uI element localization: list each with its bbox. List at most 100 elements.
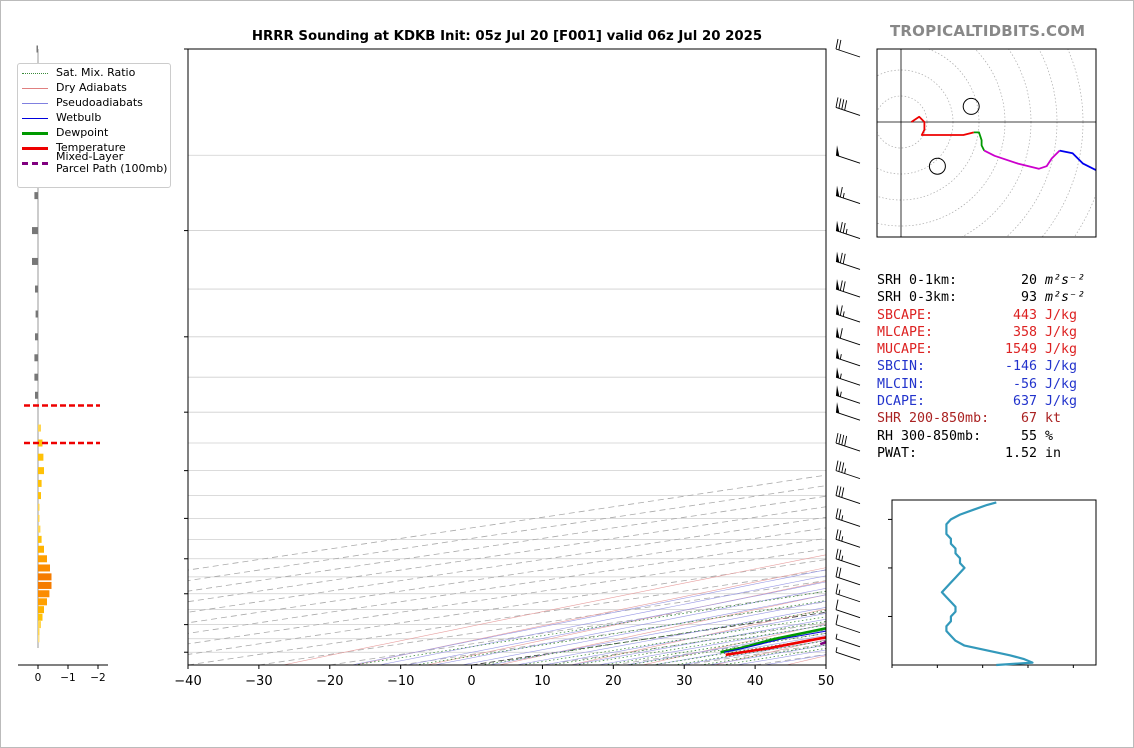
pseudoadiabat [461,651,530,665]
pseudoadiabat [543,651,615,665]
legend-item: Dewpoint [22,126,108,140]
brand-watermark: TROPICALTIDBITS.COM [890,22,1086,40]
omega-bar [38,479,42,487]
index-row: DCAPE: 637 J/kg [877,393,1085,410]
index-label: SRH 0-1km: [877,273,958,288]
mixing-ratio-line [627,632,826,665]
omega-bar [32,227,38,235]
barb-flag [836,279,840,291]
barb-full [838,39,842,51]
barb-half [835,633,838,639]
legend-swatch [22,131,48,135]
barb-half [835,647,838,653]
hodo-frame [876,48,1097,238]
pseudoadiabat [625,651,700,665]
barb-full [838,98,842,109]
wind-barb [835,485,861,505]
omega-bar [38,581,52,589]
wind-barb [835,566,861,586]
barb-full [844,435,848,446]
pseudoadiabat [415,569,826,653]
index-value: 67 [1020,411,1037,427]
barb-full [838,549,842,560]
legend-swatch [22,72,48,74]
barb-flag [836,220,840,232]
wind-barb [835,508,861,527]
wind-barb [835,402,861,421]
index-value: 358 [1012,324,1037,340]
chart-title: HRRR Sounding at KDKB Init: 05z Jul 20 [… [252,29,762,44]
index-unit: kt [1037,411,1062,427]
barb-shaft [835,593,861,603]
barb-full [839,252,843,263]
barb-flag [836,367,840,379]
barb-full [838,461,842,472]
barb-shaft [835,651,861,661]
index-row: SHR 200-850mb: 67 kt [877,410,1085,427]
pseudoadiabat [443,575,826,653]
pseudoadiabat [434,651,501,665]
omega-bar [38,564,50,572]
barb-shaft [835,538,861,548]
legend-label: Pseudoadiabats [56,96,143,109]
skew-t-plot: −40 −30 −20 −10 0 10 20 30 40 50 [174,48,835,689]
barb-full [839,186,843,198]
plot-area [188,49,826,665]
barb-full [838,567,842,578]
wind-barb [835,251,861,270]
barb-shaft [835,336,861,346]
barb-shaft [835,288,861,298]
legend-item: Mixed-Layer Parcel Path (100mb) [22,151,167,175]
hodo-segment [910,115,975,136]
index-row: MLCAPE: 358 J/kg [877,324,1085,341]
omega-bar [38,555,47,563]
omega-bar [38,621,41,629]
index-label: DCAPE: [877,394,926,410]
x-tick-label: 30 [676,674,693,689]
barb-full [842,222,846,234]
omega-bar [35,310,38,318]
hodo-segment [973,131,986,152]
x-tick-label: −30 [245,674,272,689]
index-label: SBCIN: [877,359,926,375]
omega-bar [38,635,40,643]
index-row: SBCIN: -146 J/kg [877,358,1085,375]
barb-flag [836,326,840,338]
index-unit: J/kg [1037,324,1078,340]
pseudoadiabat [736,651,813,665]
index-row: SRH 0-1km: 20 m²s⁻² [877,272,1085,289]
wind-barb [835,583,861,603]
dry-adiabat [354,567,826,665]
wind-barb [835,326,861,346]
index-value: -56 [1012,376,1037,392]
legend-label: Dewpoint [56,126,109,139]
index-unit: m²s⁻² [1037,273,1086,288]
wind-barb [835,614,861,634]
x-tick-label: 20 [605,674,622,689]
index-value: 637 [1012,394,1037,410]
pseudoadiabat [708,651,785,665]
x-tick-label: 50 [818,674,835,689]
omega-bar [38,613,43,621]
theta-e-frame [891,499,1097,666]
omega-bar [38,628,40,636]
omega-bar [32,257,38,265]
barb-half [839,391,842,397]
legend-label: Temperature [56,141,126,154]
pseudoadiabat [570,651,643,665]
pseudoadiabat [585,607,826,653]
index-label: SRH 0-3km: [877,290,958,306]
pseudoadiabat [557,600,826,653]
omega-bar [38,453,44,461]
index-label: MLCAPE: [877,324,934,340]
wind-barb [835,647,861,661]
barb-full [839,328,843,339]
barb-full [835,529,839,540]
legend-label: Wetbulb [56,111,102,124]
barb-shaft [835,558,861,568]
barb-half [841,555,844,561]
barb-shaft [835,394,861,404]
wind-barb [835,385,861,404]
omega-bar [35,391,38,399]
pseudoadiabat [764,654,826,665]
